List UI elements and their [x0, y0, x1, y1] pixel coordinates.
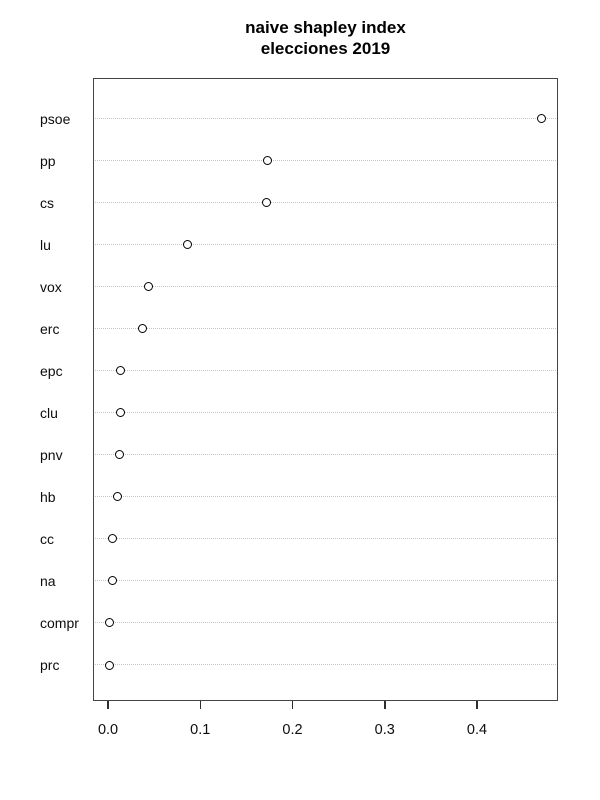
category-label: na	[40, 572, 56, 589]
data-point	[116, 366, 126, 376]
x-axis-tick	[476, 701, 478, 709]
data-point	[182, 240, 192, 250]
gridline	[95, 622, 556, 624]
category-label: erc	[40, 320, 60, 337]
gridline	[95, 201, 556, 203]
data-point	[114, 450, 124, 460]
chart-title: naive shapley index elecciones 2019	[93, 17, 558, 59]
data-point	[144, 282, 154, 292]
x-axis-tick-label: 0.1	[190, 722, 211, 738]
x-axis-tick	[107, 701, 109, 709]
gridline	[95, 285, 556, 287]
data-point	[108, 576, 118, 586]
x-axis-tick-label: 0.3	[374, 722, 395, 738]
category-label: cs	[40, 194, 54, 211]
data-point	[105, 660, 115, 670]
category-label: pp	[40, 152, 56, 169]
gridline	[95, 159, 556, 161]
chart-title-line2: elecciones 2019	[260, 39, 391, 58]
x-axis-tick	[199, 701, 202, 709]
plot-area	[93, 78, 558, 701]
data-point	[105, 618, 115, 628]
data-point	[112, 492, 122, 502]
gridline	[95, 664, 556, 666]
category-label: cc	[40, 530, 54, 547]
gridline	[95, 496, 556, 498]
x-axis-tick	[291, 701, 294, 709]
x-axis-tick-label: 0.2	[282, 722, 303, 738]
gridline	[95, 117, 556, 119]
category-label: vox	[40, 278, 62, 295]
category-label: prc	[40, 657, 60, 674]
x-axis-tick-label: 0.0	[97, 722, 119, 738]
x-axis-tick-label: 0.4	[466, 722, 488, 738]
category-label: clu	[40, 404, 58, 421]
category-label: psoe	[40, 110, 71, 127]
gridline	[95, 580, 556, 582]
x-axis-tick	[384, 701, 386, 709]
gridline	[95, 412, 556, 414]
data-point	[262, 198, 272, 208]
category-label: compr	[40, 614, 79, 631]
gridline	[95, 538, 556, 540]
chart-title-line1: naive shapley index	[245, 18, 406, 37]
category-label: lu	[40, 236, 51, 253]
data-point	[263, 156, 273, 166]
gridline	[95, 327, 556, 329]
gridline	[95, 243, 556, 245]
gridline	[95, 369, 556, 371]
category-label: epc	[40, 362, 63, 379]
data-point	[116, 408, 126, 418]
data-point	[537, 114, 547, 123]
data-point	[108, 534, 118, 544]
gridline	[95, 454, 556, 456]
category-label: hb	[40, 488, 56, 505]
category-label: pnv	[40, 446, 63, 463]
data-point	[137, 324, 147, 334]
